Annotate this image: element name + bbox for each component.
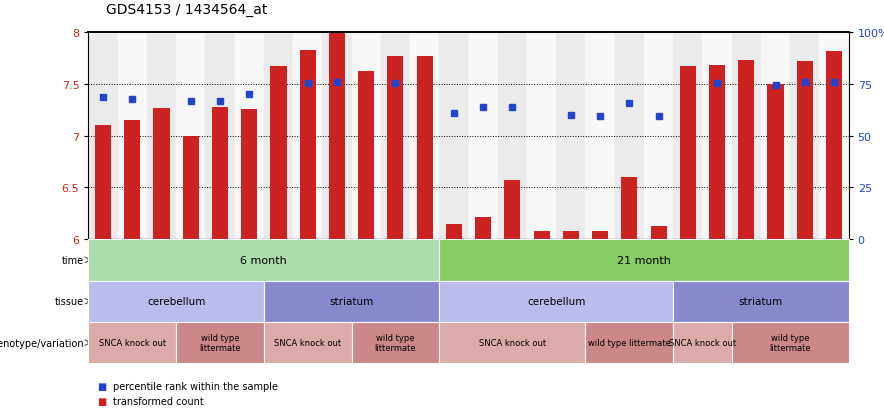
Bar (498, 33, 527, 240)
Bar (621, 178, 637, 240)
Bar (271, 67, 286, 240)
Bar (614, 33, 644, 240)
Bar (534, 231, 550, 240)
Bar (352, 33, 381, 240)
Text: GDS4153 / 1434564_at: GDS4153 / 1434564_at (106, 2, 268, 17)
Text: wild type
littermate: wild type littermate (199, 333, 240, 352)
Text: wild type
littermate: wild type littermate (769, 333, 811, 352)
Bar (300, 50, 316, 240)
Bar (118, 33, 147, 240)
Text: cerebellum: cerebellum (147, 297, 205, 306)
Text: tissue: tissue (55, 297, 84, 306)
Text: percentile rank within the sample: percentile rank within the sample (113, 381, 278, 391)
Bar (644, 33, 674, 240)
Bar (387, 57, 403, 240)
Bar (732, 33, 761, 240)
Text: 6 month: 6 month (240, 255, 287, 265)
Bar (241, 109, 257, 240)
Bar (767, 85, 783, 240)
Bar (410, 33, 439, 240)
Text: striatum: striatum (330, 297, 374, 306)
Bar (154, 109, 170, 240)
Bar (329, 34, 345, 240)
Bar (585, 33, 614, 240)
Bar (826, 52, 842, 240)
Bar (563, 231, 579, 240)
Text: 21 month: 21 month (617, 255, 671, 265)
Text: wild type littermate: wild type littermate (588, 338, 671, 347)
Bar (358, 72, 374, 240)
Bar (709, 66, 725, 240)
Bar (263, 33, 293, 240)
Bar (761, 33, 790, 240)
Bar (234, 33, 263, 240)
Bar (703, 33, 732, 240)
Text: SNCA knock out: SNCA knock out (99, 338, 166, 347)
Text: ■: ■ (97, 381, 106, 391)
Text: striatum: striatum (739, 297, 783, 306)
Bar (738, 61, 754, 240)
Text: SNCA knock out: SNCA knock out (274, 338, 341, 347)
Bar (176, 33, 205, 240)
Bar (446, 224, 462, 240)
Bar (205, 33, 234, 240)
Text: ■: ■ (97, 396, 106, 406)
Bar (790, 33, 819, 240)
Bar (819, 33, 849, 240)
Bar (125, 121, 141, 240)
Bar (527, 33, 556, 240)
Bar (680, 67, 696, 240)
Text: SNCA knock out: SNCA knock out (669, 338, 736, 347)
Bar (505, 180, 521, 240)
Bar (556, 33, 585, 240)
Bar (88, 33, 118, 240)
Bar (674, 33, 703, 240)
Bar (323, 33, 352, 240)
Bar (381, 33, 410, 240)
Bar (147, 33, 176, 240)
Text: genotype/variation: genotype/variation (0, 338, 84, 348)
Text: cerebellum: cerebellum (527, 297, 585, 306)
Bar (416, 57, 432, 240)
Bar (439, 33, 469, 240)
Bar (95, 126, 111, 240)
Bar (183, 136, 199, 240)
Bar (293, 33, 323, 240)
Text: time: time (62, 255, 84, 265)
Text: transformed count: transformed count (113, 396, 204, 406)
Bar (796, 62, 812, 240)
Text: SNCA knock out: SNCA knock out (479, 338, 546, 347)
Text: wild type
littermate: wild type littermate (375, 333, 416, 352)
Bar (651, 226, 667, 240)
Bar (212, 107, 228, 240)
Bar (475, 218, 492, 240)
Bar (592, 231, 608, 240)
Bar (469, 33, 498, 240)
